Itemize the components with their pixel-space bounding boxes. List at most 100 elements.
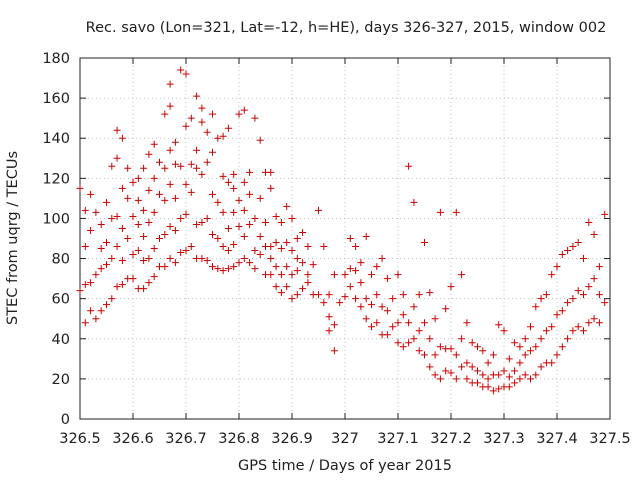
data-point <box>601 299 609 307</box>
data-point <box>124 194 132 202</box>
data-point <box>595 291 603 299</box>
data-point <box>198 104 206 112</box>
data-point <box>505 373 513 381</box>
data-point <box>113 212 121 220</box>
data-point <box>590 230 598 238</box>
data-point <box>426 335 434 343</box>
data-point <box>224 247 232 255</box>
data-point <box>352 295 360 303</box>
axis-ticks <box>79 57 611 420</box>
data-point <box>256 194 264 202</box>
x-tick-label: 327 <box>331 431 359 447</box>
chart-title: Rec. savo (Lon=321, Lat=-12, h=HE), days… <box>86 20 607 36</box>
x-tick-labels: 326.5 326.6 326.7 326.8 326.9 327 327.1 327.2 32… <box>59 431 631 447</box>
data-point <box>166 222 174 230</box>
data-point <box>399 343 407 351</box>
data-point <box>421 239 428 247</box>
data-point <box>288 271 296 279</box>
data-point <box>140 164 148 172</box>
data-point <box>161 110 169 118</box>
data-point <box>489 351 497 359</box>
data-point <box>447 345 455 353</box>
data-point <box>495 321 503 329</box>
data-point <box>479 347 487 355</box>
data-point <box>118 134 126 142</box>
data-point <box>553 263 561 271</box>
y-tick-label: 160 <box>42 91 70 107</box>
data-point <box>495 371 503 379</box>
data-point <box>405 339 413 347</box>
data-point <box>267 271 275 279</box>
data-point <box>315 291 322 299</box>
data-point <box>368 271 375 279</box>
data-point <box>118 224 126 232</box>
data-point <box>118 257 126 265</box>
data-point <box>447 369 455 377</box>
y-tick-label: 40 <box>52 332 70 348</box>
data-point <box>240 106 248 114</box>
data-point <box>330 321 338 329</box>
data-point <box>362 232 370 240</box>
data-point <box>421 351 428 359</box>
data-point <box>378 303 386 311</box>
data-point <box>511 339 519 347</box>
data-point <box>505 355 513 363</box>
y-tick-label: 120 <box>42 171 70 187</box>
data-point <box>103 301 110 309</box>
data-point <box>277 289 285 297</box>
data-point <box>553 311 561 319</box>
data-point <box>113 126 121 134</box>
data-point <box>585 283 593 291</box>
data-point <box>564 299 572 307</box>
data-point <box>277 271 285 279</box>
data-point <box>219 243 227 251</box>
data-point <box>150 140 158 148</box>
data-point <box>224 224 232 232</box>
data-point <box>97 220 105 228</box>
data-point <box>373 319 381 327</box>
data-point <box>198 118 206 126</box>
data-point <box>537 335 545 343</box>
data-point <box>320 299 328 307</box>
data-point <box>288 247 296 255</box>
data-point <box>246 190 254 198</box>
data-point <box>124 235 132 242</box>
data-point <box>415 291 423 299</box>
data-point <box>474 379 481 387</box>
data-point <box>452 351 460 359</box>
data-point <box>97 307 105 315</box>
data-point <box>150 174 158 182</box>
data-point <box>235 110 243 118</box>
data-point <box>118 184 126 192</box>
data-point <box>140 206 148 214</box>
data-point <box>182 180 190 188</box>
data-point <box>193 146 201 154</box>
data-point <box>500 327 508 335</box>
y-axis-label: STEC from uqrg / TECUs <box>5 151 21 325</box>
data-point <box>595 319 603 327</box>
data-point <box>134 220 142 228</box>
data-point <box>516 343 524 351</box>
y-tick-label: 20 <box>52 372 70 388</box>
data-point <box>463 319 471 327</box>
data-point <box>383 331 391 339</box>
x-tick-label: 326.9 <box>271 431 313 447</box>
data-point <box>171 194 179 202</box>
data-point <box>129 275 137 283</box>
data-point <box>166 180 174 188</box>
data-point <box>474 367 481 375</box>
data-point <box>235 222 243 230</box>
data-point <box>431 315 439 323</box>
data-point <box>209 148 216 156</box>
data-point <box>325 291 333 299</box>
data-point <box>240 232 248 240</box>
data-point <box>203 214 211 222</box>
data-point <box>193 220 201 228</box>
data-point <box>235 259 243 267</box>
data-point <box>267 184 275 192</box>
data-point <box>267 243 275 251</box>
data-point <box>293 291 301 299</box>
data-point <box>240 206 248 214</box>
data-point <box>532 303 540 311</box>
data-point <box>569 243 577 251</box>
